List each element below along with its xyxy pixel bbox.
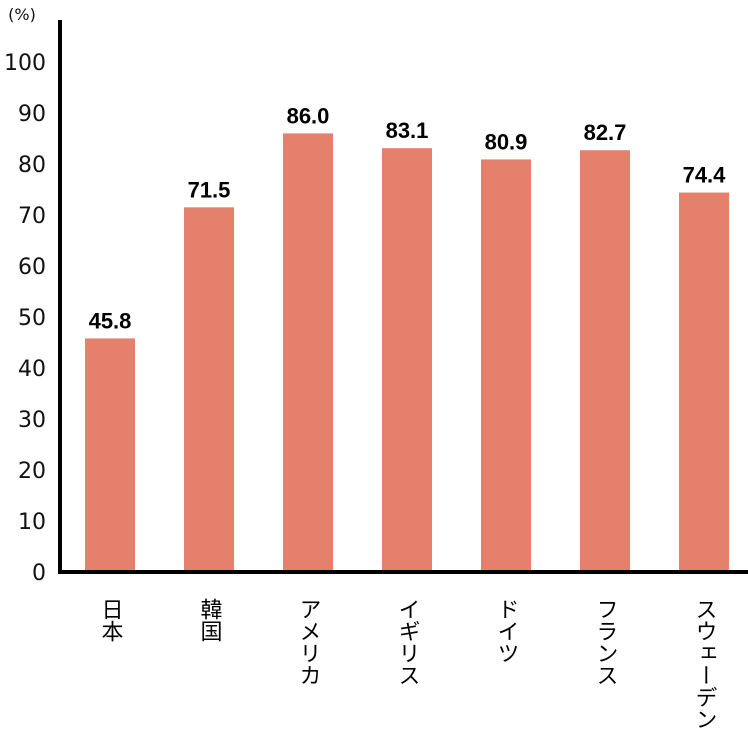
y-tick-label: 70 (18, 204, 46, 229)
category-label: フランス (593, 598, 618, 686)
y-tick-label: 100 (4, 51, 46, 76)
y-tick-label: 20 (18, 459, 46, 484)
category-label: ドイツ (494, 598, 519, 664)
bar-value-label: 82.7 (584, 120, 627, 145)
bar-value-label: 80.9 (485, 129, 528, 154)
y-tick-label: 90 (18, 102, 46, 127)
y-tick-label: 0 (32, 561, 46, 586)
bar (85, 338, 135, 572)
bar-value-label: 74.4 (683, 163, 727, 188)
y-axis-ticks: 0 10 20 30 40 50 60 70 80 90 100 (4, 51, 46, 586)
category-label: スウェーデン (692, 598, 717, 730)
y-tick-label: 50 (18, 306, 46, 331)
y-tick-label: 30 (18, 408, 46, 433)
category-label: イギリス (395, 598, 420, 686)
bar (580, 150, 630, 573)
bar-value-label: 45.8 (89, 308, 132, 333)
y-axis-unit: (%) (8, 5, 36, 24)
bar (283, 133, 333, 572)
bar (679, 192, 729, 572)
category-labels: 日本 韓国 アメリカ イギリス ドイツ フランス スウェーデン (98, 598, 717, 730)
y-tick-label: 40 (18, 357, 46, 382)
bar (481, 159, 531, 572)
bar-value-label: 86.0 (287, 103, 330, 128)
category-label: 韓国 (197, 598, 223, 642)
value-labels: 45.8 71.5 86.0 83.1 80.9 82.7 74.4 (89, 103, 727, 333)
bar (382, 148, 432, 572)
y-tick-label: 60 (18, 255, 46, 280)
bar (184, 207, 234, 572)
y-tick-label: 80 (18, 153, 46, 178)
category-label: アメリカ (296, 598, 321, 686)
y-tick-label: 10 (18, 510, 46, 535)
category-label: 日本 (98, 598, 124, 642)
bars (85, 133, 729, 573)
bar-value-label: 71.5 (188, 177, 231, 202)
bar-value-label: 83.1 (386, 118, 429, 143)
